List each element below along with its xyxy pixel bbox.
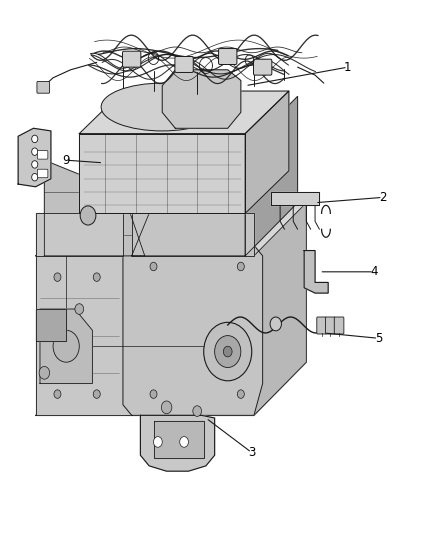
Text: 1: 1 [344, 61, 352, 74]
Circle shape [270, 317, 282, 331]
Circle shape [80, 206, 96, 225]
Polygon shape [18, 128, 51, 187]
Circle shape [161, 401, 172, 414]
Polygon shape [123, 245, 263, 415]
Polygon shape [254, 203, 306, 415]
Circle shape [32, 148, 38, 156]
Text: 9: 9 [63, 154, 70, 167]
Circle shape [54, 390, 61, 398]
Circle shape [204, 322, 252, 381]
Circle shape [215, 336, 241, 368]
FancyBboxPatch shape [317, 317, 326, 334]
Polygon shape [40, 309, 92, 383]
Text: 4: 4 [370, 265, 378, 278]
Circle shape [93, 390, 100, 398]
Polygon shape [35, 309, 66, 341]
Circle shape [153, 437, 162, 447]
Circle shape [237, 262, 244, 271]
Circle shape [32, 173, 38, 181]
Circle shape [193, 406, 201, 416]
Polygon shape [79, 91, 289, 134]
FancyBboxPatch shape [37, 151, 48, 159]
Polygon shape [35, 203, 306, 256]
Circle shape [237, 390, 244, 398]
FancyBboxPatch shape [219, 49, 237, 64]
Polygon shape [272, 192, 319, 205]
Polygon shape [35, 213, 123, 256]
FancyBboxPatch shape [325, 317, 335, 334]
Polygon shape [162, 70, 241, 128]
Circle shape [180, 437, 188, 447]
Polygon shape [141, 415, 215, 471]
Circle shape [54, 273, 61, 281]
Ellipse shape [101, 83, 223, 131]
FancyBboxPatch shape [175, 56, 193, 72]
Polygon shape [153, 421, 204, 458]
Circle shape [75, 304, 84, 314]
Text: 2: 2 [379, 191, 386, 204]
Circle shape [93, 273, 100, 281]
Circle shape [53, 330, 79, 362]
Circle shape [150, 262, 157, 271]
Text: 3: 3 [248, 446, 255, 459]
Polygon shape [132, 150, 245, 256]
Polygon shape [35, 362, 306, 415]
Circle shape [150, 390, 157, 398]
Circle shape [39, 367, 49, 379]
Polygon shape [79, 134, 245, 213]
FancyBboxPatch shape [37, 169, 48, 177]
Polygon shape [35, 256, 254, 415]
Text: 5: 5 [374, 332, 382, 345]
Polygon shape [304, 251, 328, 293]
Polygon shape [132, 213, 254, 256]
Polygon shape [245, 91, 289, 213]
FancyBboxPatch shape [334, 317, 344, 334]
Polygon shape [245, 96, 297, 256]
Circle shape [32, 135, 38, 143]
Circle shape [223, 346, 232, 357]
Polygon shape [44, 160, 145, 256]
FancyBboxPatch shape [123, 51, 141, 67]
FancyBboxPatch shape [37, 82, 49, 93]
Circle shape [32, 161, 38, 168]
FancyBboxPatch shape [254, 59, 272, 75]
